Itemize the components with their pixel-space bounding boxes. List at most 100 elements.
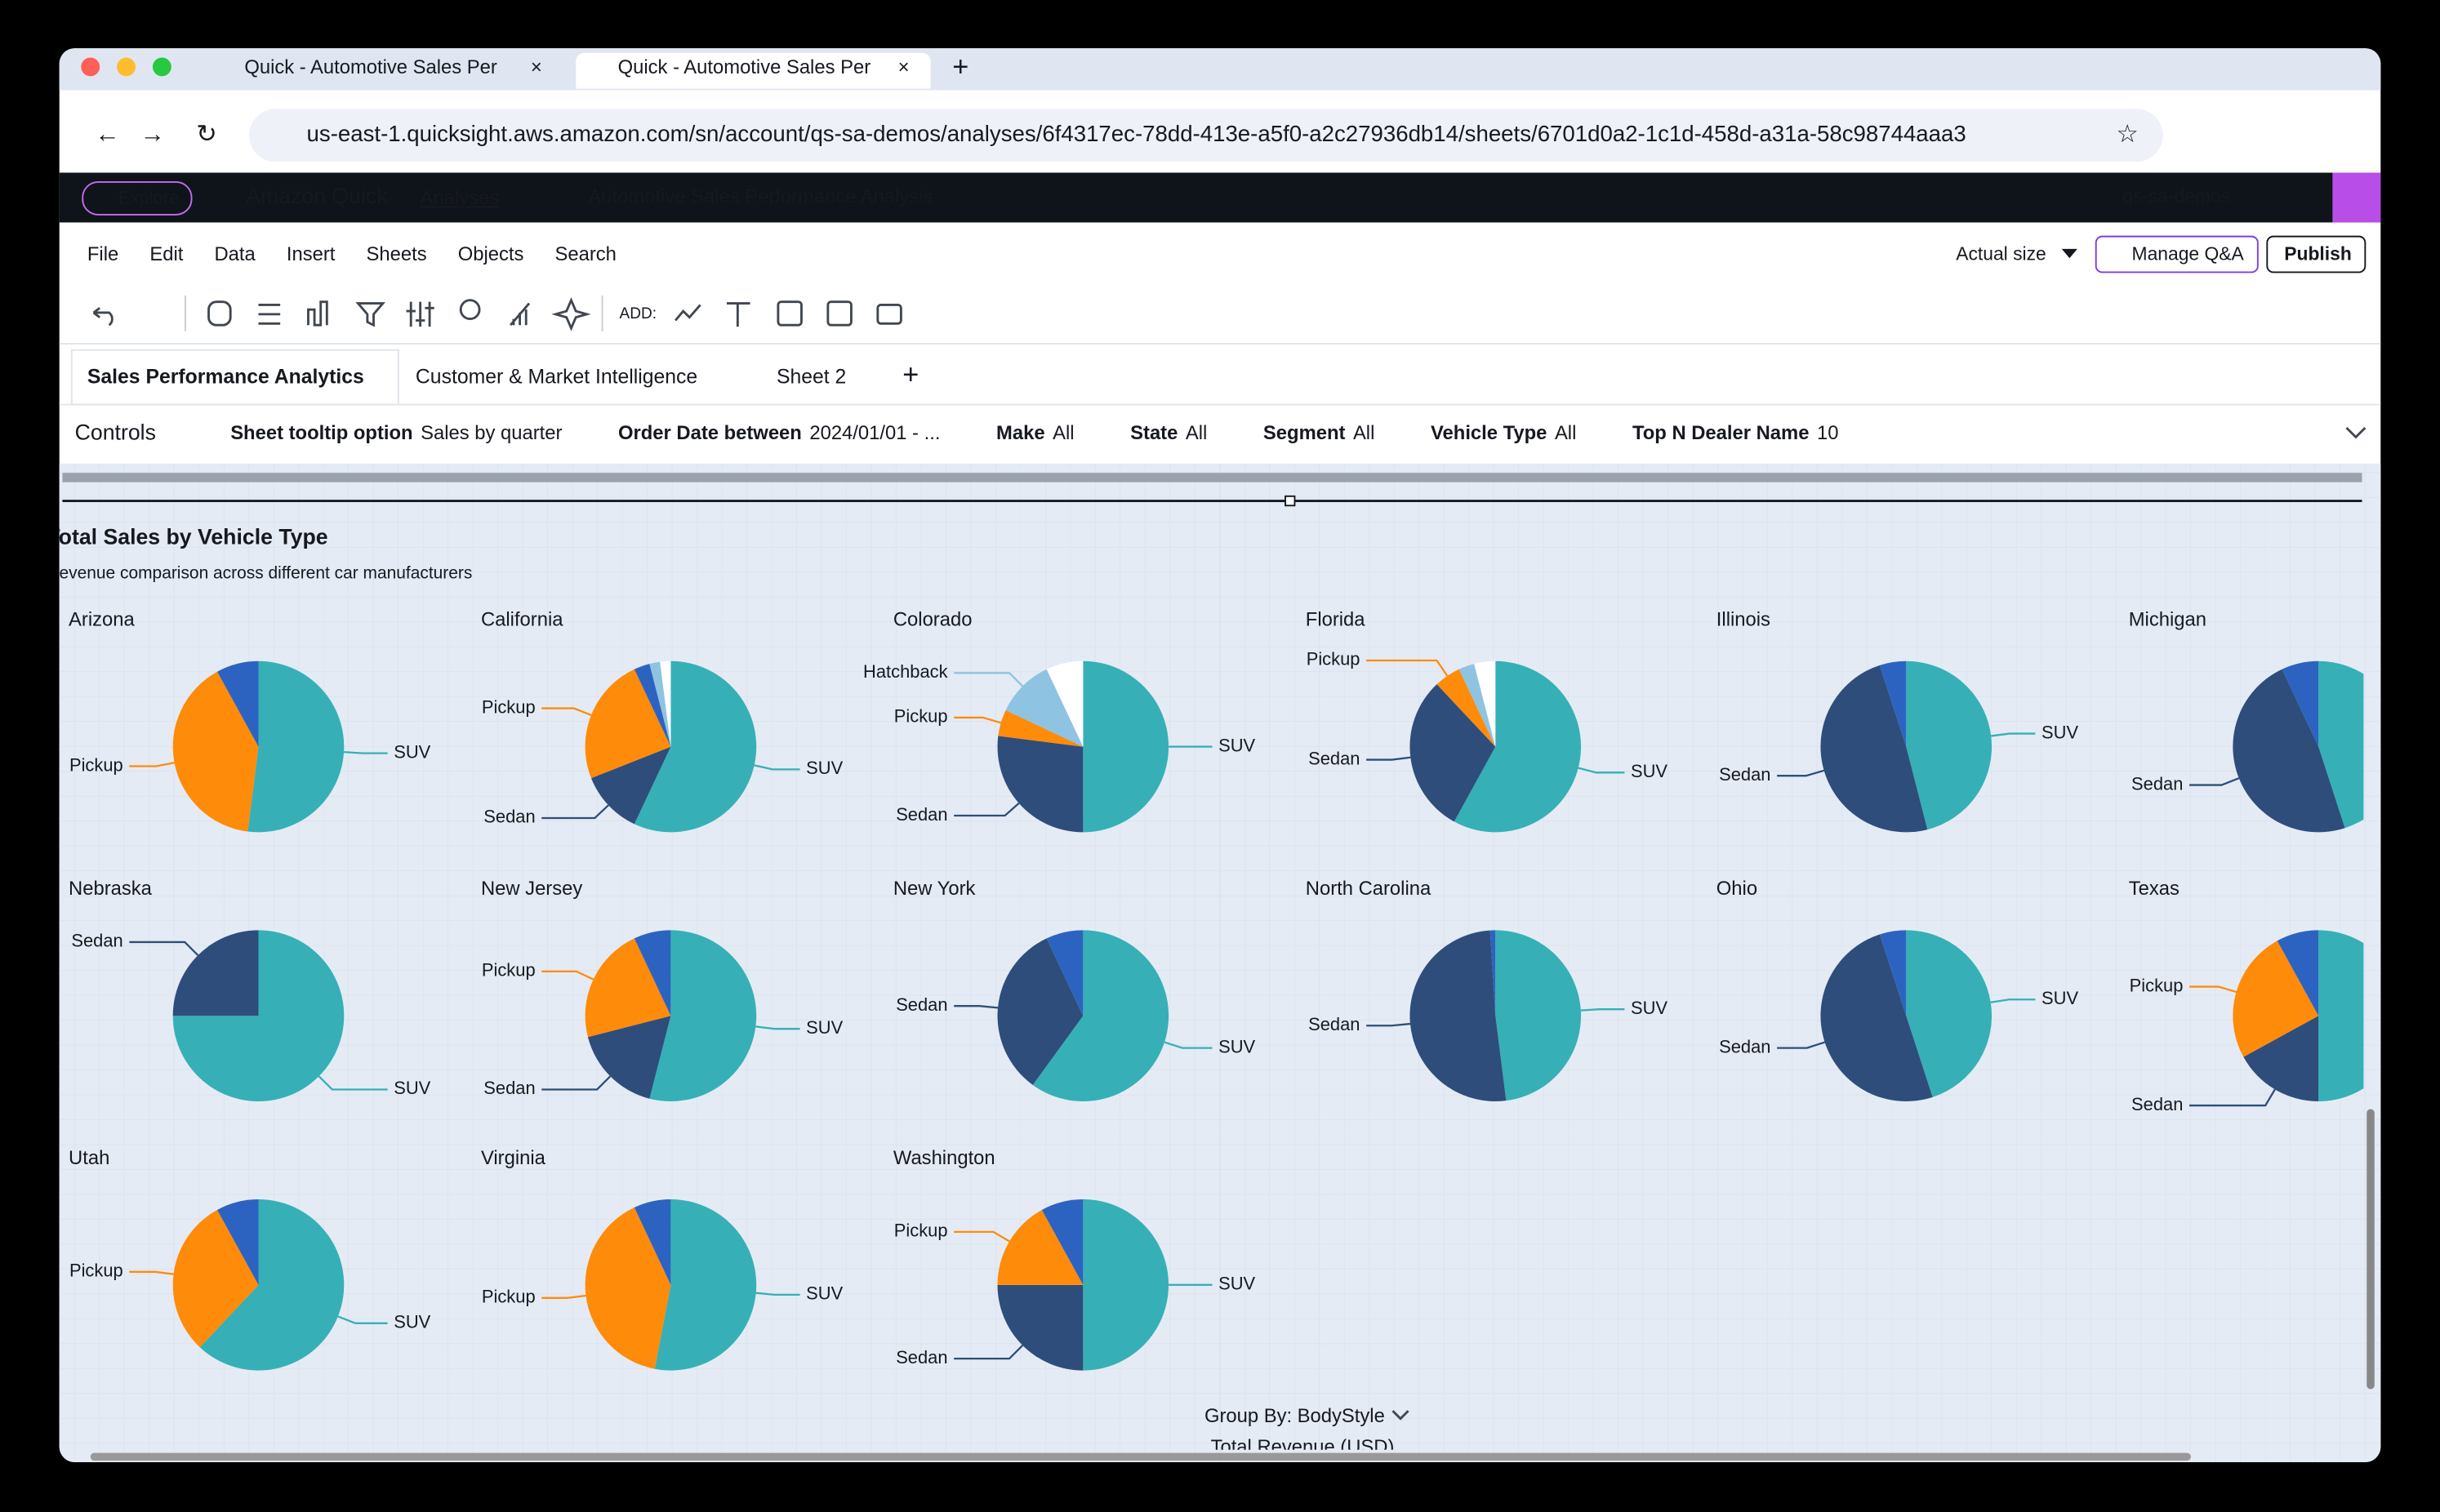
group-by[interactable]: Group By: BodyStyle [1204, 1405, 1385, 1427]
sheet-tab[interactable]: Sheet 2 [777, 367, 846, 389]
control-value[interactable]: All [1186, 422, 1207, 444]
pie-slice[interactable] [1083, 1199, 1169, 1371]
pie-slice[interactable] [1458, 664, 1496, 747]
menu-item[interactable]: Objects [458, 243, 524, 265]
toolbar-icons[interactable] [92, 297, 902, 331]
pie-slice[interactable] [172, 671, 259, 832]
scrollbar[interactable] [2367, 1109, 2375, 1390]
pie-slice[interactable] [660, 660, 671, 747]
pie-slice[interactable] [585, 669, 671, 779]
pie-slice[interactable] [997, 736, 1084, 833]
bookmark[interactable]: ☆ [2116, 120, 2138, 148]
pie-slice[interactable] [649, 930, 757, 1101]
pie-slice[interactable] [199, 1199, 345, 1371]
control-value[interactable]: All [1555, 422, 1576, 444]
pie-slice[interactable] [1906, 930, 1993, 1097]
pie-slice[interactable] [1032, 930, 1169, 1101]
menu-item[interactable]: Data [214, 243, 256, 265]
pie-slice[interactable] [172, 930, 259, 1016]
pie-slice[interactable] [1005, 669, 1084, 747]
control-name[interactable]: Sheet tooltip option [230, 422, 412, 444]
pie-slice[interactable] [2318, 930, 2404, 1101]
pie-slice[interactable] [634, 660, 757, 833]
pie-slice[interactable] [1906, 660, 1993, 830]
control-name[interactable]: Vehicle Type [1431, 422, 1547, 444]
control-value[interactable]: 10 [1817, 422, 1838, 444]
pie-slice[interactable] [1474, 660, 1496, 747]
pie-slice[interactable] [2318, 660, 2404, 829]
tab[interactable]: Quick - Automotive Sales Per [244, 56, 497, 78]
pie-slice[interactable] [1879, 930, 1907, 1016]
pie-slice[interactable] [172, 1209, 259, 1348]
pie-slice[interactable] [1820, 934, 1933, 1101]
active-sheet-tab[interactable] [70, 349, 399, 406]
menu-item[interactable]: File [87, 243, 118, 265]
active-tab[interactable] [576, 52, 931, 89]
add-sheet[interactable]: + [902, 359, 919, 390]
pie-slice[interactable] [2277, 930, 2319, 1016]
pie-slice[interactable] [247, 660, 345, 833]
control-name[interactable]: State [1130, 422, 1178, 444]
tab[interactable]: Quick - Automotive Sales Per [618, 56, 871, 78]
pie-slice[interactable] [217, 660, 259, 747]
pie-slice[interactable] [634, 664, 671, 747]
menu-item[interactable]: Sheets [367, 243, 427, 265]
explore-button[interactable] [82, 180, 193, 216]
controls-label[interactable]: Controls [75, 420, 156, 445]
pie-slice[interactable] [1820, 665, 1928, 833]
reload[interactable]: ↻ [196, 120, 217, 148]
pie-slice[interactable] [1879, 660, 1907, 747]
menu-item[interactable]: Search [555, 243, 617, 265]
pie-slice[interactable] [2282, 660, 2319, 747]
manage-qa[interactable]: Manage Q&A [2132, 243, 2245, 265]
manage-qa-button[interactable] [2095, 235, 2259, 273]
url[interactable]: us-east-1.quicksight.aws.amazon.com/sn/a… [307, 121, 1966, 146]
pie-slice[interactable] [1495, 930, 1582, 1101]
control-name[interactable]: Segment [1263, 422, 1346, 444]
value-field[interactable]: Total Revenue (USD) [1211, 1436, 1395, 1458]
pie-slice[interactable] [2233, 669, 2345, 833]
sheet-tab[interactable]: Customer & Market Intelligence [416, 367, 697, 389]
control-name[interactable]: Top N Dealer Name [1632, 422, 1809, 444]
menu-item[interactable]: Edit [149, 243, 183, 265]
pie-slice[interactable] [1046, 660, 1084, 747]
zoom[interactable]: Actual size [1956, 243, 2046, 265]
address-bar[interactable] [249, 109, 2163, 162]
assistant[interactable] [2332, 172, 2381, 223]
tab-close[interactable]: × [898, 56, 910, 78]
pie-slice[interactable] [634, 1199, 671, 1285]
control-name[interactable]: Order Date between [618, 422, 802, 444]
pie-slice[interactable] [1041, 1199, 1084, 1285]
pie-slice[interactable] [2243, 1016, 2319, 1101]
control-value[interactable]: 2024/01/01 - ... [809, 422, 940, 444]
tab-close[interactable]: × [531, 56, 542, 78]
forward[interactable]: → [140, 120, 165, 148]
pie-slice[interactable] [1436, 669, 1496, 747]
pie-slice[interactable] [1083, 660, 1169, 833]
explore[interactable]: Explore [118, 188, 179, 208]
pie-slice[interactable] [1046, 930, 1084, 1016]
pie-slice[interactable] [997, 1284, 1084, 1371]
publish[interactable]: Publish [2284, 243, 2352, 265]
control-value[interactable]: Sales by quarter [421, 422, 562, 444]
breadcrumb[interactable]: Analyses [421, 187, 500, 209]
pie-slice[interactable] [587, 1016, 671, 1099]
pie-slice[interactable] [634, 930, 671, 1016]
pie-slice[interactable] [585, 938, 671, 1038]
pie-slice[interactable] [1489, 930, 1496, 1016]
pie-slice[interactable] [1409, 684, 1496, 822]
control-value[interactable]: All [1353, 422, 1374, 444]
menu-item[interactable]: Insert [287, 243, 336, 265]
pie-slice[interactable] [1409, 930, 1507, 1101]
pie-slice[interactable] [585, 1207, 671, 1369]
scrollbar[interactable] [90, 1452, 2191, 1461]
pie-slice[interactable] [590, 746, 671, 825]
pie-slice[interactable] [1454, 660, 1582, 833]
control-name[interactable]: Make [996, 422, 1045, 444]
new-tab[interactable]: + [952, 51, 968, 82]
pie-slice[interactable] [998, 709, 1084, 747]
pie-slice[interactable] [654, 1199, 757, 1371]
sheet-tab[interactable]: Sales Performance Analytics [87, 367, 364, 389]
back[interactable]: ← [95, 120, 119, 148]
account[interactable]: qs-sa-demos [2122, 185, 2230, 207]
